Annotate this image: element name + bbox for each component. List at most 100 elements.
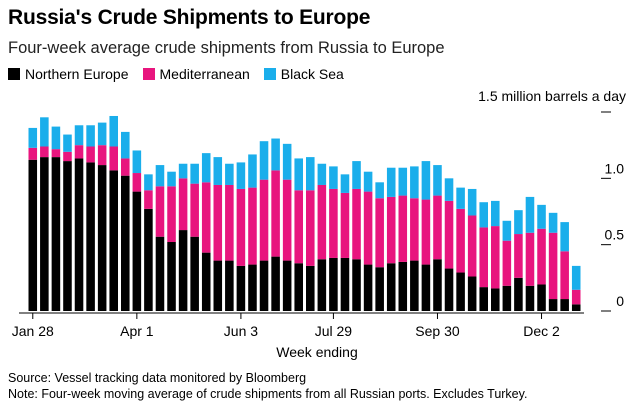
bar-segment-mediterranean — [329, 188, 338, 258]
bar-segment-mediterranean — [144, 190, 153, 209]
bar-segment-black-sea — [537, 204, 546, 229]
bar-segment-mediterranean — [317, 184, 327, 260]
legend-label-mediterranean: Mediterranean — [159, 66, 250, 82]
bar-segment-northern-europe — [51, 157, 61, 311]
bar-segment-northern-europe — [225, 260, 234, 311]
bar-segment-mediterranean — [433, 195, 442, 260]
bar-segment-black-sea — [109, 115, 118, 147]
y-tick-label: 0 — [616, 293, 624, 309]
bar-segment-black-sea — [363, 171, 373, 192]
bar-segment-mediterranean — [190, 183, 199, 237]
bar-segment-northern-europe — [363, 264, 373, 311]
bar-segment-black-sea — [97, 122, 107, 146]
bar-segment-northern-europe — [28, 159, 38, 311]
bar-segment-black-sea — [571, 265, 581, 290]
bar-segment-mediterranean — [63, 151, 72, 162]
bar-segment-northern-europe — [40, 157, 49, 311]
bar-segment-mediterranean — [525, 232, 535, 286]
bar-segment-black-sea — [329, 166, 338, 189]
legend-label-northern-europe: Northern Europe — [25, 66, 129, 82]
bar-segment-northern-europe — [525, 285, 535, 311]
bar-segment-northern-europe — [340, 257, 350, 311]
bar-segment-black-sea — [190, 163, 199, 184]
bar-segment-northern-europe — [178, 230, 188, 311]
x-tick-label: Jan 28 — [12, 323, 54, 339]
bar-segment-northern-europe — [167, 242, 176, 311]
bar-segment-northern-europe — [537, 284, 546, 311]
bar-segment-black-sea — [28, 127, 38, 148]
bar-segment-northern-europe — [236, 265, 246, 311]
bar-segment-black-sea — [86, 125, 95, 147]
bar-segment-black-sea — [225, 163, 234, 185]
bar-segment-mediterranean — [294, 190, 303, 264]
legend-item-black-sea: Black Sea — [263, 66, 344, 82]
bar-segment-mediterranean — [467, 215, 477, 277]
bar-segment-mediterranean — [363, 191, 373, 265]
bar-segment-mediterranean — [109, 146, 118, 171]
bar-segment-northern-europe — [259, 260, 269, 311]
bar-segment-black-sea — [40, 117, 49, 147]
bar-segment-black-sea — [433, 165, 442, 196]
bar-segment-mediterranean — [479, 227, 488, 288]
bar-segment-mediterranean — [97, 145, 107, 166]
x-tick-label: Jul 29 — [315, 323, 353, 339]
bar-segment-northern-europe — [479, 287, 488, 311]
bar-segment-northern-europe — [317, 259, 327, 311]
bar-segment-mediterranean — [306, 190, 315, 266]
bar-segment-northern-europe — [560, 299, 569, 311]
bar-segment-northern-europe — [433, 259, 442, 311]
bar-segment-northern-europe — [155, 236, 165, 311]
bar-segment-mediterranean — [340, 192, 350, 258]
bar-segment-mediterranean — [132, 173, 142, 192]
bar-segment-black-sea — [491, 200, 500, 227]
bar-segment-northern-europe — [502, 285, 512, 311]
bar-segment-mediterranean — [86, 146, 95, 163]
bar-segment-mediterranean — [40, 146, 49, 158]
legend-item-mediterranean: Mediterranean — [142, 66, 250, 82]
bar-segment-black-sea — [560, 222, 569, 252]
bar-segment-mediterranean — [352, 188, 361, 260]
source-note: Source: Vessel tracking data monitored b… — [8, 371, 307, 385]
bar-segment-mediterranean — [502, 240, 512, 286]
bar-segment-black-sea — [352, 161, 361, 189]
bar-segment-northern-europe — [410, 260, 419, 311]
bar-segment-northern-europe — [444, 268, 454, 311]
bar-segment-northern-europe — [514, 277, 523, 311]
x-tick-label: Jun 3 — [224, 323, 258, 339]
x-tick-label: Sep 30 — [415, 323, 460, 339]
bar-segment-black-sea — [548, 212, 558, 233]
bar-segment-northern-europe — [109, 170, 118, 311]
bar-segment-mediterranean — [155, 186, 165, 237]
bar-segment-black-sea — [479, 202, 488, 228]
bar-segment-northern-europe — [491, 288, 500, 311]
bar-segment-northern-europe — [144, 208, 153, 311]
bar-segment-black-sea — [444, 178, 454, 201]
bar-segment-northern-europe — [375, 267, 384, 311]
bar-segment-northern-europe — [282, 260, 292, 311]
bar-segment-northern-europe — [294, 263, 303, 311]
bar-segment-mediterranean — [514, 234, 523, 278]
bar-segment-black-sea — [398, 167, 408, 196]
bar-segment-black-sea — [248, 154, 257, 188]
bar-segment-mediterranean — [248, 187, 257, 265]
bar-segment-black-sea — [144, 174, 153, 191]
legend-swatch-northern-europe — [8, 68, 20, 80]
y-tick-label: 1.0 — [605, 160, 625, 176]
bar-segment-black-sea — [282, 143, 292, 180]
bar-segment-mediterranean — [560, 251, 569, 300]
bar-segment-mediterranean — [28, 147, 38, 160]
bar-segment-northern-europe — [467, 276, 477, 311]
bar-segment-northern-europe — [421, 264, 431, 311]
chart-title: Russia's Crude Shipments to Europe — [8, 6, 371, 29]
bar-segment-black-sea — [340, 174, 350, 193]
bar-segment-mediterranean — [282, 179, 292, 261]
bar-segment-black-sea — [132, 150, 142, 174]
bar-segment-northern-europe — [571, 304, 581, 311]
legend-label-black-sea: Black Sea — [280, 66, 344, 82]
bar-segment-mediterranean — [444, 200, 454, 269]
bar-segment-northern-europe — [352, 259, 361, 311]
bar-segment-mediterranean — [225, 184, 234, 261]
bar-segment-northern-europe — [548, 299, 558, 311]
bar-segment-black-sea — [121, 131, 130, 159]
